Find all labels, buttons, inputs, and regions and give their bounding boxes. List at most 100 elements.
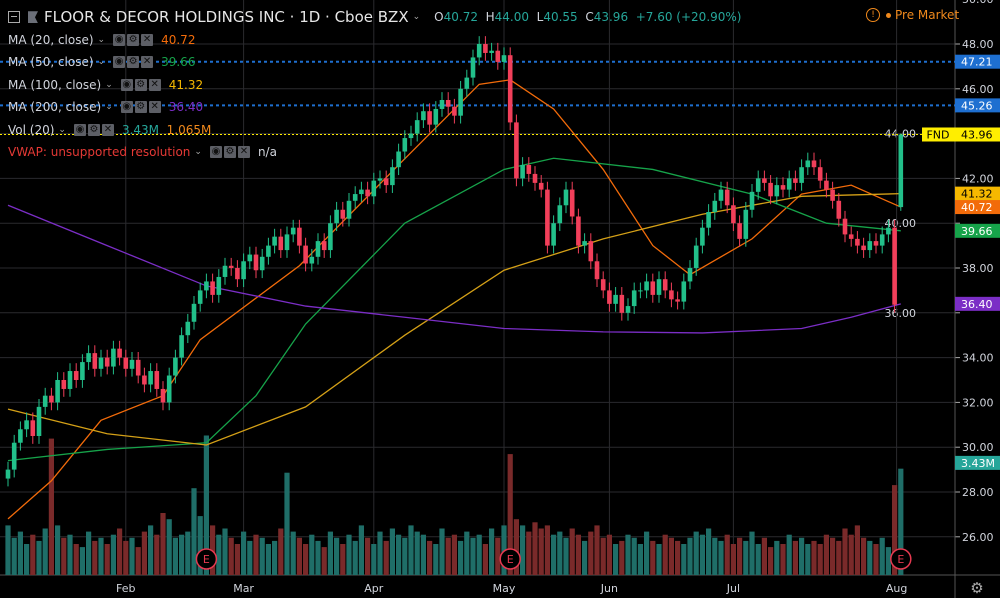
price-tag-label: 47.21 xyxy=(961,56,993,69)
indicator-label[interactable]: MA (20, close) xyxy=(8,32,94,47)
high-value: 44.00 xyxy=(494,10,529,24)
volume-bar xyxy=(61,537,67,575)
indicator-row[interactable]: MA (20, close) ⌄ ◉ ⚙ ✕ 40.72 xyxy=(8,29,741,52)
x-tick-label: Jul xyxy=(726,582,740,595)
chevron-down-icon[interactable]: ⌄ xyxy=(105,102,113,112)
volume-bar xyxy=(730,544,736,575)
collapse-legend-button[interactable] xyxy=(8,11,20,24)
candle-body xyxy=(799,167,804,183)
volume-bar xyxy=(495,537,501,575)
indicator-label[interactable]: VWAP: unsupported resolution xyxy=(8,145,191,159)
candle-body xyxy=(830,189,835,201)
gear-icon[interactable]: ⚙ xyxy=(127,56,140,69)
visibility-icon[interactable]: ◉ xyxy=(209,146,222,159)
low-value: 40.55 xyxy=(543,10,578,24)
candle-body xyxy=(873,241,879,246)
symbol-title[interactable]: FLOOR & DECOR HOLDINGS INC · 1D · Cboe B… xyxy=(44,8,409,26)
earnings-marker[interactable]: E xyxy=(499,548,521,570)
indicator-label[interactable]: MA (200, close) xyxy=(8,100,102,114)
candle-body xyxy=(191,303,197,322)
candle-body xyxy=(495,50,501,62)
candle-body xyxy=(532,173,538,183)
volume-bar xyxy=(526,531,532,575)
candle-body xyxy=(80,362,85,380)
candle-body xyxy=(18,429,23,443)
volume-bar xyxy=(48,438,54,575)
candle-body xyxy=(848,234,854,239)
volume-bar xyxy=(768,547,774,575)
indicator-row[interactable]: MA (100, close) ⌄ ◉ ⚙ ✕ 41.32 xyxy=(8,74,741,97)
volume-bar xyxy=(885,547,891,575)
volume-bar xyxy=(352,540,358,575)
visibility-icon[interactable]: ◉ xyxy=(73,123,86,136)
price-tag-bg xyxy=(955,200,1000,215)
close-icon[interactable]: ✕ xyxy=(148,101,161,114)
volume-bar xyxy=(532,522,538,575)
visibility-icon[interactable]: ◉ xyxy=(113,33,126,46)
volume-bar xyxy=(718,540,724,575)
volume-bar xyxy=(799,537,805,575)
gear-icon[interactable]: ⚙ xyxy=(134,78,147,91)
earnings-marker[interactable]: E xyxy=(890,548,912,570)
close-icon[interactable]: ✕ xyxy=(148,78,161,91)
earnings-circle xyxy=(195,548,218,570)
indicator-row[interactable]: MA (200, close) ⌄ ◉ ⚙ ✕ 36.40 xyxy=(8,96,741,119)
candle-body xyxy=(793,178,798,183)
chevron-down-icon[interactable]: ⌄ xyxy=(105,79,113,90)
volume-bar xyxy=(166,519,172,575)
candle-body xyxy=(836,200,842,219)
candle-body xyxy=(576,216,581,246)
volume-bar xyxy=(197,516,203,575)
candle-body xyxy=(272,236,277,246)
y-tick-label: 36.00 xyxy=(885,307,917,320)
volume-bar xyxy=(606,534,612,575)
chevron-down-icon[interactable]: ⌄ xyxy=(58,124,66,135)
close-icon[interactable]: ✕ xyxy=(237,146,250,159)
chevron-down-icon[interactable]: ⌄ xyxy=(97,34,106,45)
volume-bar xyxy=(662,534,668,575)
visibility-icon[interactable]: ◉ xyxy=(113,56,126,69)
volume-bar xyxy=(588,531,594,575)
earnings-marker[interactable]: E xyxy=(195,548,218,570)
gear-icon[interactable]: ⚙ xyxy=(87,123,100,136)
indicator-label[interactable]: MA (50, close) xyxy=(8,55,94,69)
gear-icon[interactable]: ⚙ xyxy=(134,101,147,114)
chevron-down-icon[interactable]: ⌄ xyxy=(194,147,202,157)
close-icon[interactable]: ✕ xyxy=(141,33,154,46)
chevron-down-icon[interactable]: ⌄ xyxy=(412,12,421,22)
y-tick-label: 30.00 xyxy=(962,441,994,454)
volume-bar xyxy=(817,544,823,575)
indicator-label[interactable]: MA (100, close) xyxy=(8,77,102,92)
volume-bar xyxy=(482,544,488,575)
volume-bar xyxy=(830,537,836,575)
candle-body xyxy=(228,265,234,268)
indicator-value: 36.40 xyxy=(168,100,204,114)
candle-body xyxy=(743,209,749,239)
volume-bar xyxy=(644,531,650,575)
gear-icon[interactable]: ⚙ xyxy=(127,33,140,46)
visibility-icon[interactable]: ◉ xyxy=(120,101,133,114)
candle-body xyxy=(278,236,284,251)
price-tag: 40.72 xyxy=(955,200,1000,215)
volume-bar xyxy=(389,528,395,575)
close-icon[interactable]: ✕ xyxy=(141,56,154,69)
flag-icon[interactable] xyxy=(28,11,38,24)
gear-icon[interactable]: ⚙ xyxy=(970,579,983,597)
candle-body xyxy=(383,178,389,186)
candle-body xyxy=(669,290,674,300)
gear-icon[interactable]: ⚙ xyxy=(223,146,236,159)
indicator-row[interactable]: VWAP: unsupported resolution ⌄ ◉ ⚙ ✕ n/a xyxy=(8,141,741,164)
candle-body xyxy=(142,375,147,385)
symbol-tag-label: FND xyxy=(926,128,949,141)
indicator-row[interactable]: MA (50, close) ⌄ ◉ ⚙ ✕ 39.66 xyxy=(8,51,741,74)
chevron-down-icon[interactable]: ⌄ xyxy=(97,57,106,67)
price-tag-label: 45.26 xyxy=(961,99,993,112)
indicator-label[interactable]: Vol (20) xyxy=(8,122,55,137)
close-icon[interactable]: ✕ xyxy=(101,123,114,136)
indicator-row[interactable]: Vol (20) ⌄ ◉ ⚙ ✕ 3.43M 1.065M xyxy=(8,119,741,142)
candle-body xyxy=(817,167,823,181)
market-status[interactable]: ! Pre Market xyxy=(866,8,959,22)
visibility-icon[interactable]: ◉ xyxy=(120,78,133,91)
candle-body xyxy=(86,353,91,363)
